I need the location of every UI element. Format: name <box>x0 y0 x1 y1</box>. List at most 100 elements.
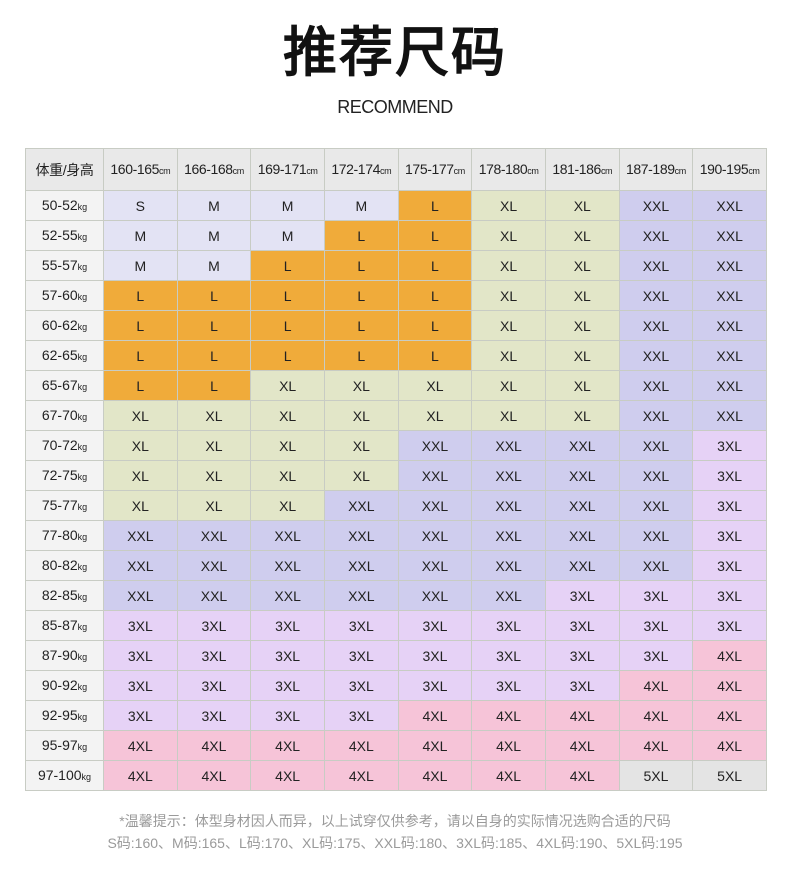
size-cell: 3XL <box>250 640 325 671</box>
size-cell: XXL <box>397 490 473 521</box>
size-cell: 4XL <box>618 670 694 701</box>
size-cell: 3XL <box>176 610 252 641</box>
size-cell: 4XL <box>323 760 399 791</box>
size-cell: 3XL <box>471 610 546 641</box>
size-cell: L <box>397 310 473 341</box>
size-cell: 3XL <box>397 670 473 701</box>
height-unit: cm <box>600 165 613 176</box>
height-header: 169-171cm <box>250 148 325 191</box>
height-range: 190-195 <box>699 160 749 177</box>
size-cell: M <box>176 220 252 251</box>
weight-unit: kg <box>77 411 88 422</box>
size-cell: XL <box>103 490 178 521</box>
size-cell: 3XL <box>250 610 325 641</box>
height-range: 187-189 <box>626 160 675 177</box>
height-range: 166-168 <box>184 160 233 177</box>
weight-range: 55-57 <box>41 256 78 273</box>
size-cell: XXL <box>323 520 399 551</box>
size-cell: 3XL <box>471 640 546 671</box>
weight-unit: kg <box>77 501 88 512</box>
size-cell: 3XL <box>544 640 620 671</box>
size-cell: 4XL <box>692 640 767 671</box>
size-cell: 3XL <box>323 640 399 671</box>
size-cell: XXL <box>692 190 767 221</box>
size-cell: L <box>176 310 252 341</box>
size-cell: XXL <box>471 490 546 521</box>
size-cell: 5XL <box>692 760 767 791</box>
height-range: 169-171 <box>257 160 307 177</box>
page-subtitle: RECOMMEND <box>337 97 453 117</box>
size-cell: L <box>176 340 252 371</box>
size-cell: XXL <box>618 220 694 251</box>
size-cell: XL <box>250 490 325 521</box>
size-cell: 3XL <box>103 700 178 731</box>
size-cell: XL <box>471 370 546 401</box>
size-cell: XXL <box>471 520 546 551</box>
size-cell: XXL <box>397 550 473 581</box>
size-cell: 4XL <box>618 730 694 761</box>
size-cell: XXL <box>471 430 546 461</box>
weight-unit: kg <box>77 531 88 542</box>
weight-range: 87-90 <box>41 646 78 663</box>
size-cell: XXL <box>618 550 694 581</box>
size-cell: 3XL <box>544 670 620 701</box>
weight-cell: 62-65kg <box>25 340 104 371</box>
size-cell: XL <box>103 400 178 431</box>
weight-unit: kg <box>77 681 88 692</box>
weight-range: 80-82 <box>41 556 78 573</box>
size-cell: 3XL <box>323 700 399 731</box>
size-cell: 5XL <box>618 760 694 791</box>
weight-range: 72-75 <box>41 466 78 483</box>
table-row: 85-87kg 3XL 3XL 3XL 3XL 3XL 3XL 3XL 3XL 3XL <box>25 610 767 641</box>
size-cell: XXL <box>103 580 178 611</box>
size-cell: XL <box>323 430 399 461</box>
size-cell: 3XL <box>618 580 694 611</box>
size-cell: 4XL <box>176 730 252 761</box>
size-cell: 4XL <box>176 760 252 791</box>
weight-cell: 92-95kg <box>25 700 104 731</box>
weight-cell: 70-72kg <box>25 430 104 461</box>
weight-unit: kg <box>77 591 88 602</box>
weight-range: 95-97 <box>41 736 78 753</box>
size-cell: XL <box>544 220 620 251</box>
size-cell: XXL <box>618 430 694 461</box>
size-cell: L <box>103 310 178 341</box>
size-cell: 3XL <box>692 490 767 521</box>
size-cell: 4XL <box>471 730 546 761</box>
table-row: 57-60kg L L L L L XL XL XXL XXL <box>25 280 767 311</box>
height-header: 172-174cm <box>323 148 399 191</box>
size-cell: XL <box>323 370 399 401</box>
table-row: 62-65kg L L L L L XL XL XXL XXL <box>25 340 767 371</box>
size-cell: 4XL <box>250 730 325 761</box>
weight-unit: kg <box>77 471 88 482</box>
size-cell: XL <box>544 400 620 431</box>
weight-unit: kg <box>77 621 88 632</box>
weight-unit: kg <box>77 561 88 572</box>
size-cell: XL <box>397 400 473 431</box>
size-cell: XL <box>176 490 252 521</box>
weight-range: 67-70 <box>41 406 78 423</box>
height-unit: cm <box>306 165 318 176</box>
weight-range: 62-65 <box>41 346 78 363</box>
weight-unit: kg <box>77 441 88 452</box>
size-cell: 3XL <box>692 460 767 491</box>
size-cell: XXL <box>176 550 252 581</box>
size-cell: 3XL <box>692 550 767 581</box>
size-cell: 4XL <box>323 730 399 761</box>
size-cell: XL <box>323 400 399 431</box>
header-row: 体重/身高 160-165cm 166-168cm 169-171cm 172-174c… <box>25 148 767 191</box>
size-cell: XXL <box>397 460 473 491</box>
height-range: 172-174 <box>331 160 380 177</box>
size-cell: XL <box>323 460 399 491</box>
weight-unit: kg <box>77 351 88 362</box>
size-cell: XXL <box>471 550 546 581</box>
weight-unit: kg <box>77 201 88 212</box>
height-header: 181-186cm <box>544 148 620 191</box>
table-row: 77-80kg XXL XXL XXL XXL XXL XXL XXL XXL 3XL <box>25 520 767 551</box>
size-cell: XL <box>471 190 546 221</box>
table-row: 50-52kg S M M M L XL XL XXL XXL <box>25 190 767 221</box>
weight-cell: 77-80kg <box>25 520 104 551</box>
weight-cell: 90-92kg <box>25 670 104 701</box>
height-header: 160-165cm <box>103 148 178 191</box>
size-cell: 3XL <box>544 580 620 611</box>
